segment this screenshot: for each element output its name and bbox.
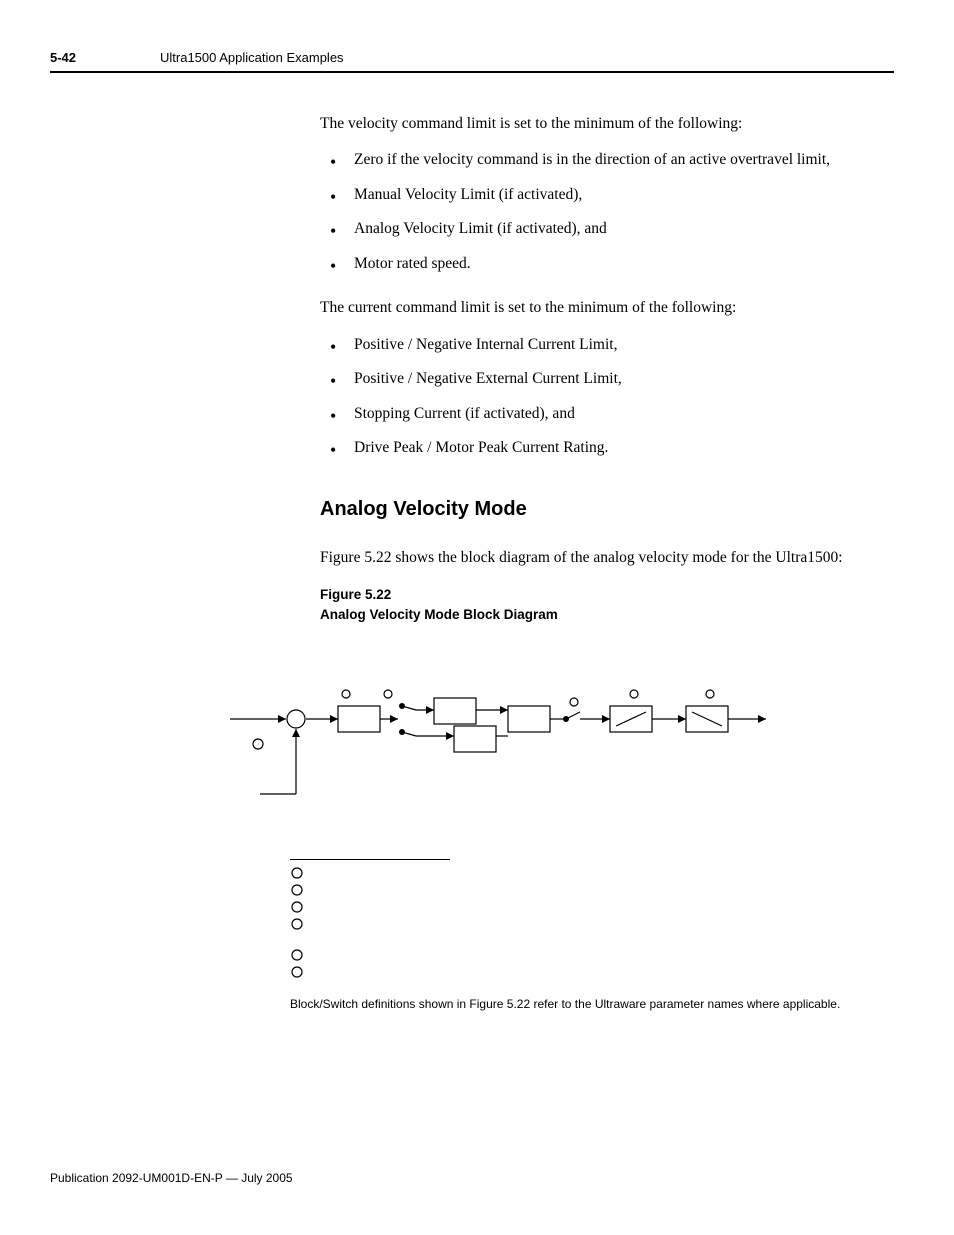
section-intro: Figure 5.22 shows the block diagram of t… xyxy=(320,547,900,569)
list-item: Positive / Negative External Current Lim… xyxy=(320,368,900,390)
diagram-svg xyxy=(230,664,790,824)
header-title: Ultra1500 Application Examples xyxy=(160,50,344,65)
legend-row xyxy=(290,965,894,979)
legend-row xyxy=(290,948,894,962)
list-item: Analog Velocity Limit (if activated), an… xyxy=(320,218,900,240)
figure-label: Figure 5.22 Analog Velocity Mode Block D… xyxy=(320,585,900,624)
list-item: Positive / Negative Internal Current Lim… xyxy=(320,334,900,356)
list-item: Zero if the velocity command is in the d… xyxy=(320,149,900,171)
legend xyxy=(290,859,894,979)
bullet-list-2: Positive / Negative Internal Current Lim… xyxy=(320,334,900,460)
legend-rule xyxy=(290,859,450,860)
list-item: Motor rated speed. xyxy=(320,253,900,275)
list-item: Manual Velocity Limit (if activated), xyxy=(320,184,900,206)
legend-row xyxy=(290,866,894,880)
block-diagram xyxy=(230,664,870,829)
legend-row xyxy=(290,883,894,897)
list-item: Stopping Current (if activated), and xyxy=(320,403,900,425)
intro-1: The velocity command limit is set to the… xyxy=(320,113,900,135)
legend-row xyxy=(290,900,894,914)
header-rule xyxy=(50,71,894,73)
section-heading: Analog Velocity Mode xyxy=(320,498,900,521)
figure-title: Analog Velocity Mode Block Diagram xyxy=(320,607,558,622)
figure-number: Figure 5.22 xyxy=(320,587,391,602)
intro-2: The current command limit is set to the … xyxy=(320,297,900,319)
page-number: 5-42 xyxy=(50,50,160,65)
content-column: The velocity command limit is set to the… xyxy=(320,113,900,624)
footer: Publication 2092-UM001D-EN-P — July 2005 xyxy=(50,1171,293,1185)
legend-row xyxy=(290,917,894,931)
list-item: Drive Peak / Motor Peak Current Rating. xyxy=(320,437,900,459)
bullet-list-1: Zero if the velocity command is in the d… xyxy=(320,149,900,275)
page-header: 5-42 Ultra1500 Application Examples xyxy=(50,50,894,65)
figure-note: Block/Switch definitions shown in Figure… xyxy=(290,997,894,1011)
